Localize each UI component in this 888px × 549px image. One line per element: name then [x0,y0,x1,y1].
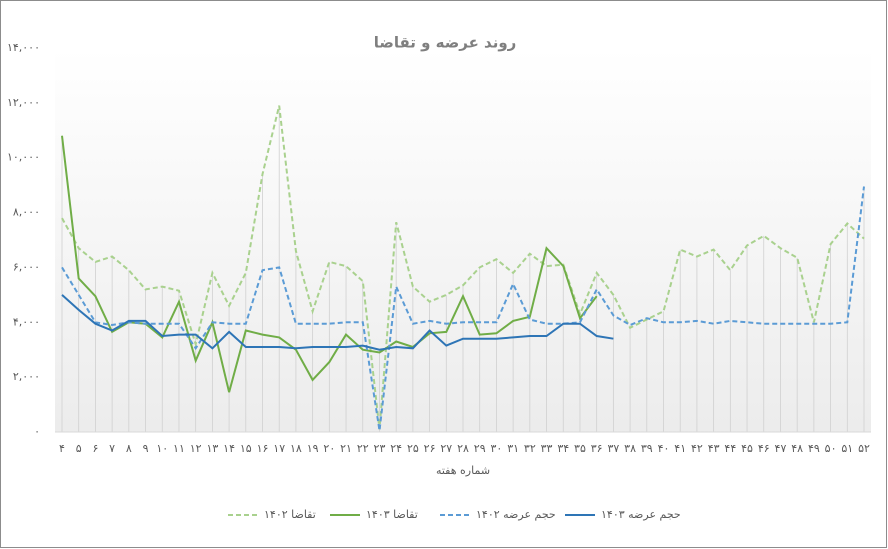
x-tick-label: ۴۲ [691,442,703,455]
x-tick-label: ۱۰ [156,442,168,455]
x-tick-label: ۳۷ [607,442,619,455]
chart-title: روند عرضه و تقاضا [374,34,517,52]
x-tick-label: ۴۰ [658,442,670,455]
legend-label: تقاضا ۱۴۰۳ [366,508,418,521]
x-tick-label: ۷ [109,442,115,455]
x-tick-label: ۲۸ [457,442,469,455]
x-tick-label: ۴۷ [775,442,787,455]
y-tick-label: ۶,۰۰۰ [13,260,40,273]
x-tick-label: ۴۱ [674,442,686,455]
x-tick-label: ۳۲ [524,442,536,455]
x-tick-label: ۲۴ [390,442,402,455]
x-tick-label: ۱۴ [223,442,235,455]
x-tick-label: ۱۲ [190,442,202,455]
x-tick-label: ۱۸ [290,442,302,455]
x-tick-label: ۴۵ [741,442,753,455]
series-line [61,294,614,351]
x-tick-label: ۱۶ [257,442,269,455]
x-tick-label: ۳۶ [591,442,603,455]
x-tick-label: ۵۱ [841,442,853,455]
x-tick-label: ۲۰ [323,442,335,455]
y-tick-label: ۲,۰۰۰ [13,370,40,383]
legend-label: حجم عرضه ۱۴۰۲ [476,508,556,521]
x-tick-label: ۱۵ [240,442,252,455]
x-tick-label: ۴۶ [758,442,770,455]
y-tick-label: ۱۲,۰۰۰ [7,96,40,109]
x-tick-label: ۲۲ [357,442,369,455]
x-tick-label: ۱۹ [307,442,319,455]
x-tick-label: ۴۳ [708,442,720,455]
x-tick-label: ۳۱ [507,442,519,455]
x-tick-label: ۵۰ [825,442,837,455]
x-tick-label: ۲۶ [424,442,436,455]
x-tick-label: ۳۰ [491,442,503,455]
x-axis-title: شماره هفته [436,464,490,477]
series-line [61,135,598,393]
series-line [61,105,865,430]
x-tick-label: ۳۹ [641,442,653,455]
legend-label: تقاضا ۱۴۰۲ [264,508,316,521]
x-tick-label: ۳۸ [624,442,636,455]
x-tick-label: ۸ [126,442,132,455]
y-tick-label: ۱۰,۰۰۰ [7,151,40,164]
x-tick-label: ۹ [143,442,149,455]
x-tick-label: ۳۵ [574,442,586,455]
x-tick-label: ۲۳ [374,442,386,455]
x-tick-label: ۴۸ [791,442,803,455]
y-tick-label: ۱۴,۰۰۰ [7,41,40,54]
x-tick-label: ۴۴ [724,442,736,455]
x-tick-label: ۵۲ [858,442,870,455]
x-tick-label: ۲۱ [340,442,352,455]
x-tick-label: ۴۹ [808,442,820,455]
y-tick-label: ۸,۰۰۰ [13,206,40,219]
x-tick-label: ۲۹ [474,442,486,455]
x-tick-label: ۱۱ [173,442,185,455]
y-tick-label: ۰ [34,425,40,438]
legend-label: حجم عرضه ۱۴۰۳ [601,508,681,521]
x-tick-label: ۴ [59,442,65,455]
y-tick-label: ۴,۰۰۰ [13,315,40,328]
x-tick-label: ۲۷ [440,442,452,455]
x-tick-label: ۵ [76,442,82,455]
x-tick-label: ۶ [92,442,98,455]
x-tick-label: ۳۳ [541,442,553,455]
x-tick-label: ۱۷ [273,442,285,455]
x-tick-label: ۳۴ [557,442,569,455]
series-line [61,186,865,431]
x-tick-label: ۲۵ [407,442,419,455]
x-tick-label: ۱۳ [206,442,218,455]
